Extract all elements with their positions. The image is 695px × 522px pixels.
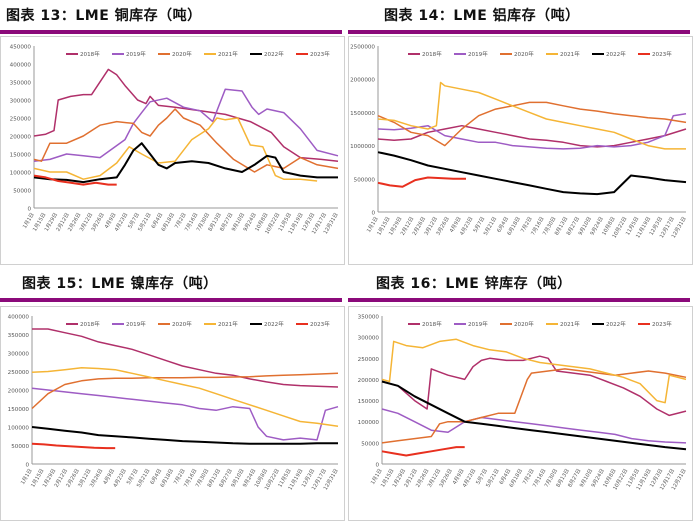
legend-label: 2019年 — [468, 320, 488, 328]
legend-label: 2021年 — [218, 320, 238, 328]
legend-label: 2020年 — [514, 320, 534, 328]
legend-label: 2022年 — [264, 50, 284, 58]
series-line — [377, 151, 687, 196]
y-tick-label: 100000 — [8, 426, 30, 432]
title-divider-copper — [0, 30, 342, 34]
y-tick-label: 250000 — [358, 357, 380, 363]
title-divider-aluminium — [348, 30, 690, 34]
legend-label: 2018年 — [422, 50, 442, 58]
y-tick-label: 150000 — [10, 153, 32, 159]
legend-label: 2022年 — [606, 320, 626, 328]
y-tick-label: 150000 — [358, 399, 380, 405]
y-tick-label: 200000 — [10, 135, 32, 141]
y-tick-label: 100000 — [10, 171, 32, 177]
chart-frame — [348, 36, 693, 265]
legend-label: 2023年 — [652, 50, 672, 58]
y-tick-label: 150000 — [8, 407, 30, 413]
legend-label: 2020年 — [514, 50, 534, 58]
series-line — [381, 380, 687, 451]
series-line — [377, 101, 687, 147]
y-tick-label: 0 — [27, 207, 31, 213]
y-tick-label: 50000 — [13, 189, 31, 195]
legend-label: 2023年 — [652, 320, 672, 328]
series-line — [32, 328, 339, 388]
chart-frame — [0, 36, 345, 265]
series-line — [377, 81, 686, 150]
y-tick-label: 300000 — [358, 336, 380, 342]
legend-label: 2019年 — [126, 50, 146, 58]
series-line — [381, 338, 687, 404]
chart-zinc: 0 50000 100000 150000 200000 250000 300000 3500… — [348, 306, 693, 521]
y-tick-label: 200000 — [8, 389, 30, 395]
series-line — [33, 117, 318, 182]
y-tick-label: 500000 — [354, 177, 376, 183]
series-line — [31, 367, 339, 428]
legend-label: 2018年 — [80, 50, 100, 58]
y-tick-label: 300000 — [10, 99, 32, 105]
y-tick-label: 2500000 — [350, 45, 375, 51]
series-line — [381, 446, 465, 457]
chart-title-zinc: 图表 16：LME 锌库存（吨） — [376, 276, 572, 292]
y-tick-label: 350000 — [8, 333, 30, 339]
y-tick-label: 1500000 — [350, 111, 375, 117]
y-tick-label: 300000 — [8, 352, 30, 358]
chart-frame — [348, 306, 693, 521]
y-tick-label: 50000 — [361, 441, 379, 447]
chart-copper: 0 50000 100000 150000 200000 250000 300000 3500… — [0, 36, 345, 265]
chart-title-aluminium: 图表 14：LME 铝库存（吨） — [384, 8, 580, 24]
y-tick-label: 400000 — [8, 315, 30, 321]
legend-label: 2018年 — [80, 320, 100, 328]
legend-label: 2018年 — [422, 320, 442, 328]
legend-label: 2020年 — [172, 320, 192, 328]
y-tick-label: 350000 — [10, 81, 32, 87]
y-tick-label: 1000000 — [350, 144, 375, 150]
series-line — [33, 174, 117, 186]
series-line — [381, 408, 687, 444]
y-tick-label: 100000 — [358, 420, 380, 426]
series-line — [31, 387, 339, 441]
y-tick-label: 250000 — [8, 370, 30, 376]
legend-label: 2019年 — [126, 320, 146, 328]
y-tick-label: 0 — [25, 463, 29, 469]
legend-label: 2023年 — [310, 50, 330, 58]
series-line — [31, 442, 116, 450]
y-tick-label: 0 — [371, 211, 375, 217]
y-tick-label: 350000 — [358, 315, 380, 321]
series-line — [377, 124, 687, 148]
series-line — [381, 368, 687, 444]
legend-label: 2020年 — [172, 50, 192, 58]
series-line — [33, 68, 339, 162]
y-tick-label: 50000 — [11, 444, 29, 450]
chart-nickel: 0 50000 100000 150000 200000 250000 300000 3500… — [0, 306, 345, 521]
series-line — [377, 112, 687, 150]
title-divider-nickel — [0, 298, 342, 302]
y-tick-label: 450000 — [10, 45, 32, 51]
series-line — [31, 426, 338, 445]
legend-label: 2022年 — [606, 50, 626, 58]
series-line — [33, 142, 338, 184]
legend-label: 2021年 — [560, 50, 580, 58]
y-tick-label: 200000 — [358, 378, 380, 384]
legend-label: 2021年 — [218, 50, 238, 58]
y-tick-label: 400000 — [10, 63, 32, 69]
legend-label: 2021年 — [560, 320, 580, 328]
y-tick-label: 250000 — [10, 117, 32, 123]
chart-aluminium: 050000010000001500000200000025000001月1日1… — [348, 36, 693, 265]
y-tick-label: 2000000 — [350, 78, 375, 84]
series-line — [33, 108, 339, 173]
y-tick-label: 0 — [375, 463, 379, 469]
chart-frame — [0, 306, 345, 521]
legend-label: 2019年 — [468, 50, 488, 58]
series-line — [33, 88, 339, 162]
series-line — [381, 355, 687, 417]
chart-title-nickel: 图表 15：LME 镍库存（吨） — [22, 276, 218, 292]
title-divider-zinc — [348, 298, 690, 302]
series-line — [377, 176, 466, 188]
chart-title-copper: 图表 13：LME 铜库存（吨） — [6, 8, 202, 24]
legend-label: 2023年 — [310, 320, 330, 328]
legend-label: 2022年 — [264, 320, 284, 328]
series-line — [31, 372, 339, 410]
